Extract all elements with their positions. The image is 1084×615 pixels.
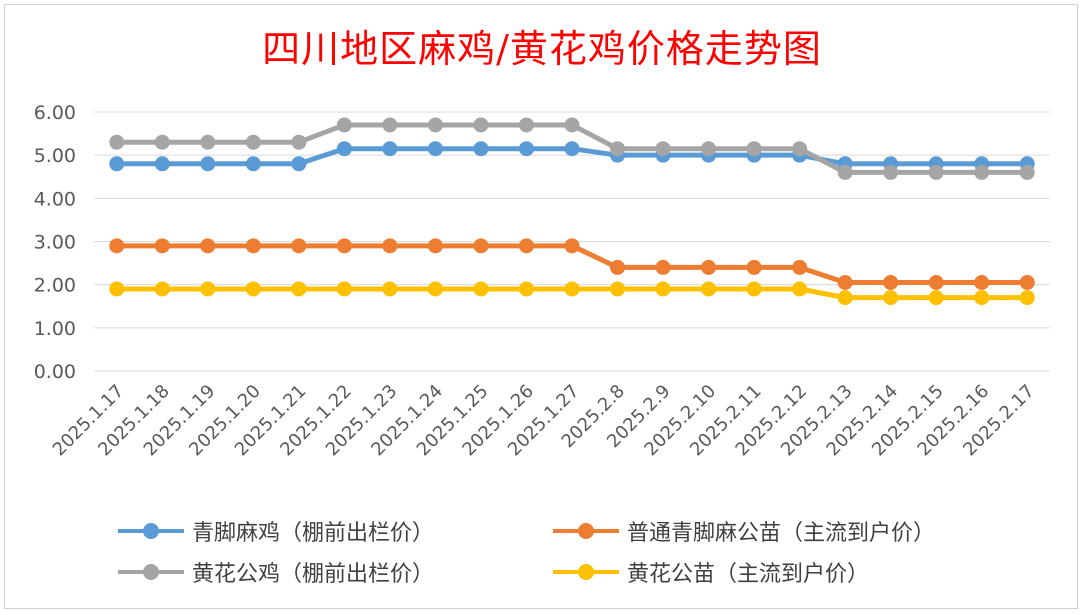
data-point bbox=[109, 281, 125, 297]
data-point bbox=[746, 281, 762, 297]
data-point bbox=[928, 290, 944, 306]
data-point bbox=[1019, 164, 1035, 180]
data-point bbox=[1019, 275, 1035, 291]
data-point bbox=[336, 238, 352, 254]
data-point bbox=[792, 141, 808, 157]
data-point bbox=[655, 281, 671, 297]
data-point bbox=[154, 156, 170, 172]
data-point bbox=[109, 238, 125, 254]
data-point bbox=[291, 281, 307, 297]
data-point bbox=[974, 290, 990, 306]
data-point bbox=[427, 117, 443, 133]
data-point bbox=[746, 259, 762, 275]
data-point bbox=[291, 238, 307, 254]
data-point bbox=[792, 281, 808, 297]
data-point bbox=[473, 141, 489, 157]
data-point bbox=[610, 259, 626, 275]
y-tick-label: 5.00 bbox=[34, 145, 76, 167]
data-point bbox=[200, 156, 216, 172]
data-point bbox=[336, 117, 352, 133]
data-point bbox=[746, 141, 762, 157]
data-point bbox=[473, 238, 489, 254]
data-point bbox=[655, 141, 671, 157]
y-tick-label: 1.00 bbox=[34, 318, 76, 340]
data-point bbox=[382, 281, 398, 297]
y-tick-label: 0.00 bbox=[34, 361, 76, 383]
chart-frame bbox=[4, 4, 1078, 609]
data-point bbox=[109, 156, 125, 172]
data-point bbox=[382, 238, 398, 254]
y-tick-label: 6.00 bbox=[34, 102, 76, 124]
data-point bbox=[564, 117, 580, 133]
data-point bbox=[564, 281, 580, 297]
chart-title: 四川地区麻鸡/黄花鸡价格走势图 bbox=[262, 27, 822, 71]
data-point bbox=[154, 281, 170, 297]
data-point bbox=[473, 117, 489, 133]
data-point bbox=[1019, 290, 1035, 306]
data-point bbox=[473, 281, 489, 297]
data-point bbox=[200, 134, 216, 150]
data-point bbox=[291, 156, 307, 172]
y-tick-label: 4.00 bbox=[34, 188, 76, 210]
data-point bbox=[245, 281, 261, 297]
data-point bbox=[109, 134, 125, 150]
data-point bbox=[837, 275, 853, 291]
data-point bbox=[427, 141, 443, 157]
data-point bbox=[200, 281, 216, 297]
data-point bbox=[336, 141, 352, 157]
data-point bbox=[291, 134, 307, 150]
data-point bbox=[883, 290, 899, 306]
data-point bbox=[245, 238, 261, 254]
data-point bbox=[928, 164, 944, 180]
data-point bbox=[701, 259, 717, 275]
data-point bbox=[701, 281, 717, 297]
data-point bbox=[701, 141, 717, 157]
data-point bbox=[154, 134, 170, 150]
data-point bbox=[245, 156, 261, 172]
data-point bbox=[928, 275, 944, 291]
y-tick-label: 3.00 bbox=[34, 232, 76, 254]
data-point bbox=[382, 141, 398, 157]
data-point bbox=[610, 281, 626, 297]
data-point bbox=[200, 238, 216, 254]
data-point bbox=[837, 290, 853, 306]
data-point bbox=[974, 275, 990, 291]
data-point bbox=[518, 141, 534, 157]
data-point bbox=[564, 141, 580, 157]
data-point bbox=[564, 238, 580, 254]
data-point bbox=[974, 164, 990, 180]
data-point bbox=[655, 259, 671, 275]
data-point bbox=[245, 134, 261, 150]
data-point bbox=[610, 141, 626, 157]
data-point bbox=[427, 238, 443, 254]
data-point bbox=[883, 164, 899, 180]
y-tick-label: 2.00 bbox=[34, 275, 76, 297]
data-point bbox=[792, 259, 808, 275]
data-point bbox=[883, 275, 899, 291]
data-point bbox=[518, 117, 534, 133]
data-point bbox=[382, 117, 398, 133]
data-point bbox=[518, 281, 534, 297]
data-point bbox=[336, 281, 352, 297]
data-point bbox=[518, 238, 534, 254]
data-point bbox=[154, 238, 170, 254]
data-point bbox=[427, 281, 443, 297]
data-point bbox=[837, 164, 853, 180]
